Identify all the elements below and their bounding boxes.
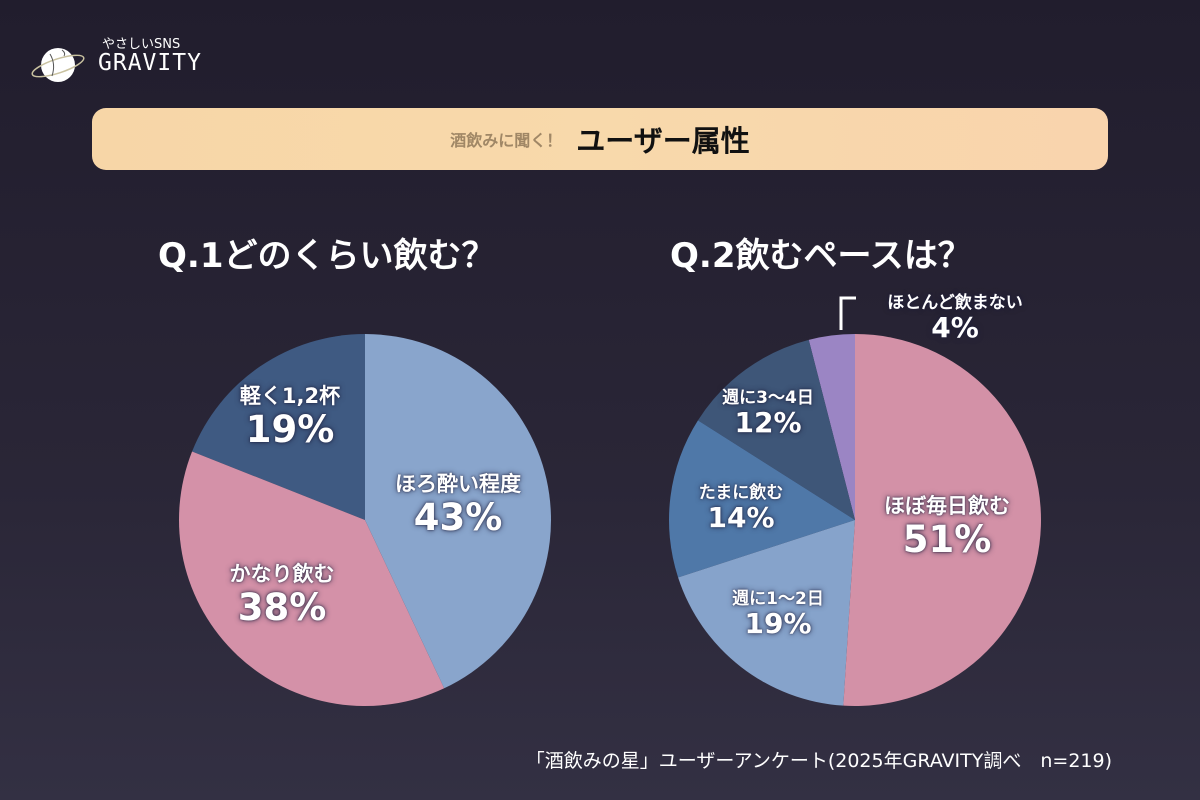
chart1-slice-1 — [178, 451, 445, 707]
chart2-slice-0 — [843, 334, 1041, 706]
c2-label-4: ほとんど飲まない 4% — [887, 293, 1023, 344]
c1-label-0: ほろ酔い程度 43% — [395, 472, 521, 539]
c2-label-1: 週に1〜2日 19% — [732, 589, 824, 640]
gravity-logo — [28, 40, 90, 90]
chart1-slice-2 — [192, 334, 365, 520]
chart1-slice-0 — [365, 334, 551, 689]
chart2-slice-2 — [669, 420, 855, 578]
c1-label-2: 軽く1,2杯 19% — [239, 384, 341, 451]
survey-footnote: 「酒飲みの星」ユーザーアンケート(2025年GRAVITY調べ n=219) — [525, 750, 1112, 772]
leader-line — [839, 296, 856, 330]
logo-name: GRAVITY — [98, 50, 202, 76]
chart1-title: Q.1どのくらい飲む？ — [158, 236, 496, 276]
c2-label-2: たまに飲む 14% — [698, 483, 784, 534]
title-banner: 酒飲みに聞く！ ユーザー属性 — [92, 108, 1108, 170]
c2-label-0: ほぼ毎日飲む 51% — [884, 494, 1010, 561]
logo-subtitle: やさしいSNS — [102, 37, 181, 52]
banner-subtitle: 酒飲みに聞く！ — [450, 131, 563, 150]
chart2-slice-4 — [808, 334, 855, 520]
c2-label-3: 週に3〜4日 12% — [722, 388, 814, 439]
c1-label-1: かなり飲む 38% — [229, 562, 335, 629]
chart2-slice-1 — [678, 520, 855, 706]
chart2-title: Q.2飲むペースは？ — [670, 236, 972, 276]
banner-title: ユーザー属性 — [576, 124, 750, 158]
chart2-slice-3 — [697, 339, 855, 520]
planet-icon — [31, 48, 85, 82]
